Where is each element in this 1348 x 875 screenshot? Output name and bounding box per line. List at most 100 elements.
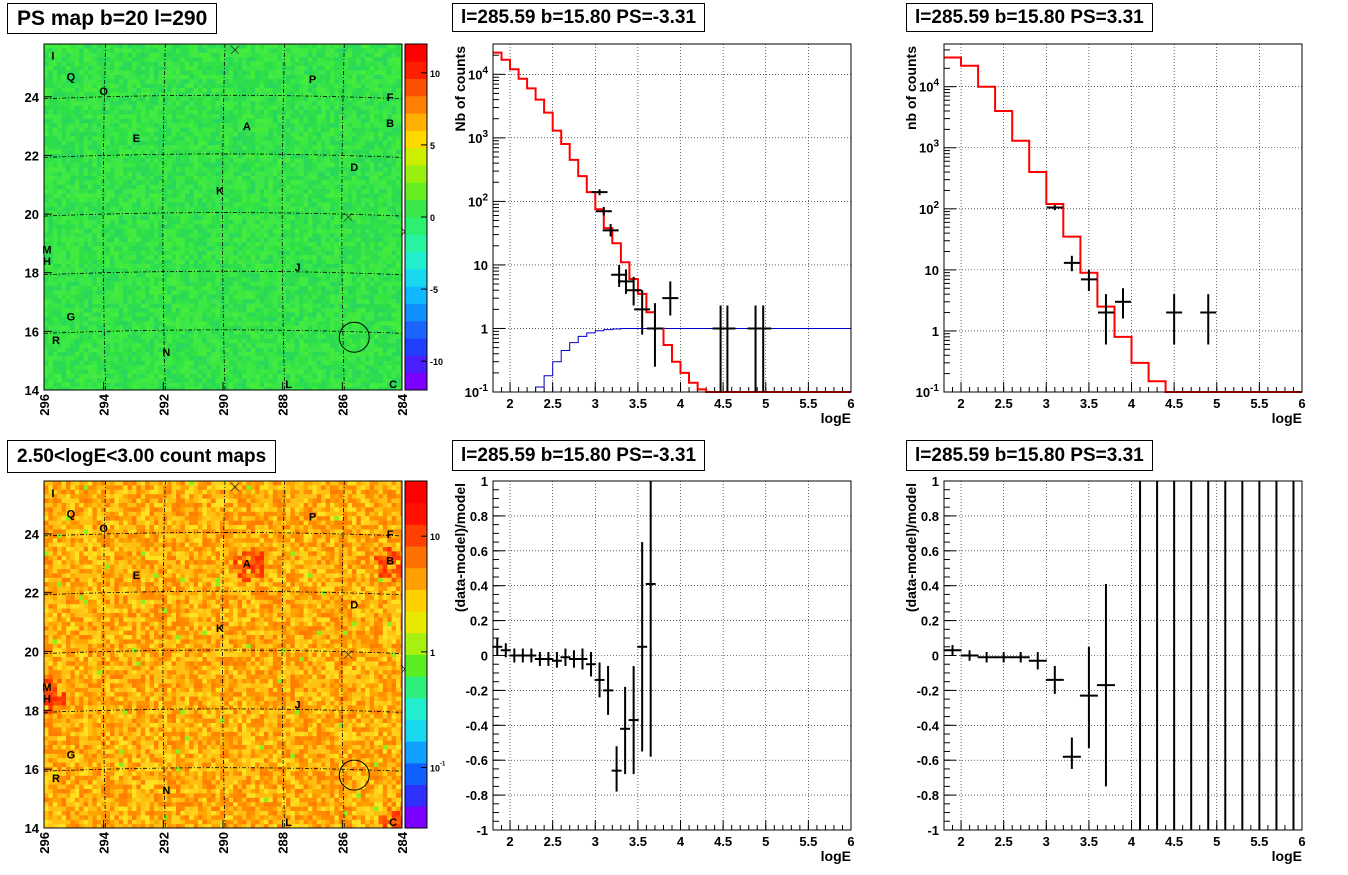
heatmap-cell [308,105,313,111]
heatmap-cell [154,220,159,225]
heatmap-cell [215,233,221,238]
heatmap-cell [220,158,225,164]
heatmap-cell [44,74,49,80]
heatmap-cell [92,202,98,208]
heatmap-cell [268,83,274,89]
heatmap-cell [132,110,137,115]
heatmap-cell [272,132,278,137]
heatmap-cell [360,145,366,150]
y-tick-label: 103 [919,139,939,156]
heatmap-cell [189,92,194,98]
heatmap-cell [338,88,344,93]
heatmap-cell [96,202,102,208]
heatmap-cell [338,149,344,155]
heatmap-cell [171,268,177,274]
heatmap-cell [290,154,296,159]
heatmap-cell [374,264,379,269]
heatmap-cell [330,158,335,164]
heatmap-cell [123,184,128,190]
heatmap-cell [365,61,370,67]
heatmap-cell [374,193,379,199]
heatmap-cell [325,224,331,230]
heatmap-cell [396,66,401,71]
heatmap-cell [268,61,274,67]
heatmap-cell [83,162,89,168]
heatmap-cell [70,110,76,115]
heatmap-cell [391,70,397,76]
heatmap-cell [127,48,133,54]
heatmap-cell [180,48,186,54]
spec_pos-plot: 2 2.5 3 3.5 4 4.5 5 5.5 610-1110102103104logEnb … [903,43,1306,426]
heatmap-cell [299,171,304,177]
heatmap-cell [180,228,186,234]
heatmap-cell [83,88,89,93]
heatmap-cell [110,66,115,71]
heatmap-cell [264,88,269,93]
heatmap-cell [189,140,194,146]
resid_pos-plot: 2 2.5 3 3.5 4 4.5 5 5.5 6-1-0.8-0.6-0.4-0.200.20… [903,474,1306,864]
heatmap-cell [136,110,142,115]
heatmap-cell [303,176,309,181]
heatmap-cell [110,136,115,142]
heatmap-cell [79,140,84,146]
heatmap-cell [92,268,98,274]
heatmap-cell [369,162,375,168]
heatmap-cell [312,220,318,225]
heatmap-cell [145,136,150,142]
heatmap-cell [140,189,146,194]
heatmap-cell [167,268,172,274]
heatmap-cell [242,264,247,269]
heatmap-cell [391,189,397,194]
heatmap-cell [140,114,146,120]
heatmap-cell [110,123,115,128]
heatmap-cell [228,110,234,115]
heatmap-cell [132,259,137,265]
heatmap-cell [206,246,212,252]
heatmap-cell [149,127,155,133]
heatmap-cell [299,162,304,168]
heatmap-cell [391,246,397,252]
heatmap-cell [378,149,384,155]
heatmap-cell [198,52,203,58]
heatmap-cell [246,88,252,93]
heatmap-cell [250,110,256,115]
heatmap-cell [211,250,216,256]
heatmap-cell [79,237,84,243]
heatmap-cell [250,57,256,62]
heatmap-cell [70,149,76,155]
heatmap-cell [396,206,401,212]
heatmap-cell [70,215,76,221]
heatmap-cell [374,79,379,84]
heatmap-cell [61,264,67,269]
heatmap-cell [242,246,247,252]
heatmap-cell [123,48,128,54]
heatmap-cell [145,189,150,194]
heatmap-cell [316,110,322,115]
heatmap-cell [189,83,194,89]
residual-point [526,648,537,663]
heatmap-cell [360,101,366,106]
heatmap-cell [74,264,80,269]
heatmap-cell [158,162,164,168]
heatmap-cell [198,118,203,124]
heatmap-cell [48,154,54,159]
heatmap-cell [290,74,296,80]
heatmap-cell [123,233,128,238]
plot-background [944,44,1302,392]
heatmap-cell [74,167,80,172]
heatmap-cell [167,136,172,142]
heatmap-cell [242,162,247,168]
heatmap-cell [246,70,252,76]
heatmap-cell [66,184,71,190]
heatmap-cell [149,136,155,142]
heatmap-cell [61,220,67,225]
heatmap-cell [127,255,133,260]
heatmap-cell [246,145,252,150]
heatmap-cell [211,105,216,111]
heatmap-cell [74,193,80,199]
heatmap-cell [158,250,164,256]
heatmap-cell [347,118,353,124]
heatmap-cell [303,118,309,124]
heatmap-cell [259,110,265,115]
heatmap-cell [114,118,120,124]
